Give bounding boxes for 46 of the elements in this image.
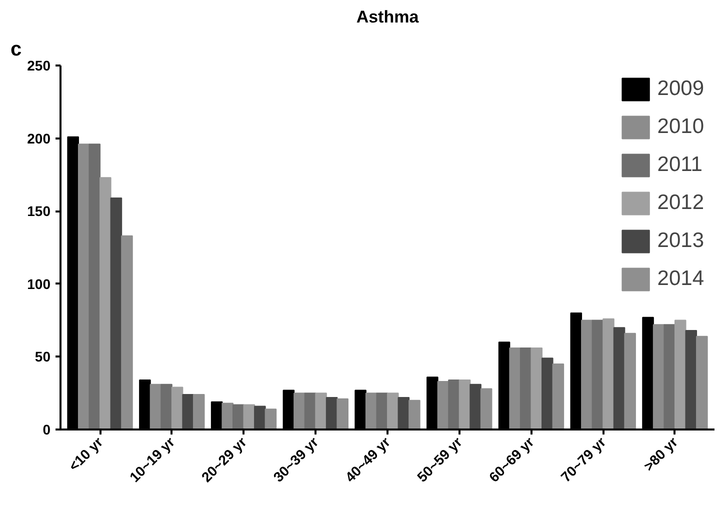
bar bbox=[336, 398, 348, 430]
x-tick-label: >80 yr bbox=[640, 433, 682, 474]
bar bbox=[542, 358, 554, 430]
bar bbox=[480, 388, 492, 430]
bar bbox=[552, 363, 564, 430]
bar bbox=[110, 197, 122, 430]
bar bbox=[530, 347, 543, 430]
bar bbox=[264, 408, 277, 430]
bar bbox=[100, 177, 112, 430]
bar bbox=[664, 324, 676, 430]
chart-title: Asthma bbox=[356, 8, 420, 26]
x-tick-label: <10 yr bbox=[65, 433, 106, 474]
legend-label: 2014 bbox=[657, 266, 704, 292]
y-tick-label: 250 bbox=[27, 58, 51, 74]
bar bbox=[254, 406, 266, 430]
bar bbox=[182, 394, 194, 430]
y-tick-label: 0 bbox=[42, 422, 51, 438]
y-tick-label: 150 bbox=[27, 203, 51, 220]
bar bbox=[470, 384, 482, 430]
bar bbox=[222, 402, 234, 430]
bar bbox=[509, 347, 521, 430]
legend-label: 2009 bbox=[657, 76, 704, 102]
bar bbox=[624, 332, 636, 430]
y-tick-label: 100 bbox=[27, 276, 51, 292]
legend-label: 2011 bbox=[657, 152, 702, 178]
bar bbox=[88, 144, 101, 430]
bar bbox=[376, 392, 388, 430]
legend-label: 2012 bbox=[657, 190, 704, 216]
bar bbox=[696, 336, 708, 430]
bar bbox=[581, 320, 593, 430]
bar bbox=[232, 404, 244, 430]
bar bbox=[121, 235, 133, 430]
y-tick-label: 50 bbox=[34, 348, 51, 365]
bar bbox=[160, 384, 172, 430]
y-tick-label: 200 bbox=[27, 130, 51, 146]
bar bbox=[674, 320, 686, 430]
legend-label: 2010 bbox=[657, 114, 704, 140]
bar bbox=[387, 392, 399, 430]
bar bbox=[448, 379, 460, 430]
bar bbox=[315, 392, 327, 430]
legend-label: 2013 bbox=[657, 228, 704, 254]
bar bbox=[294, 392, 306, 430]
bar bbox=[602, 318, 614, 430]
text: c bbox=[10, 38, 22, 60]
bar bbox=[408, 400, 420, 430]
bar bbox=[192, 394, 205, 430]
